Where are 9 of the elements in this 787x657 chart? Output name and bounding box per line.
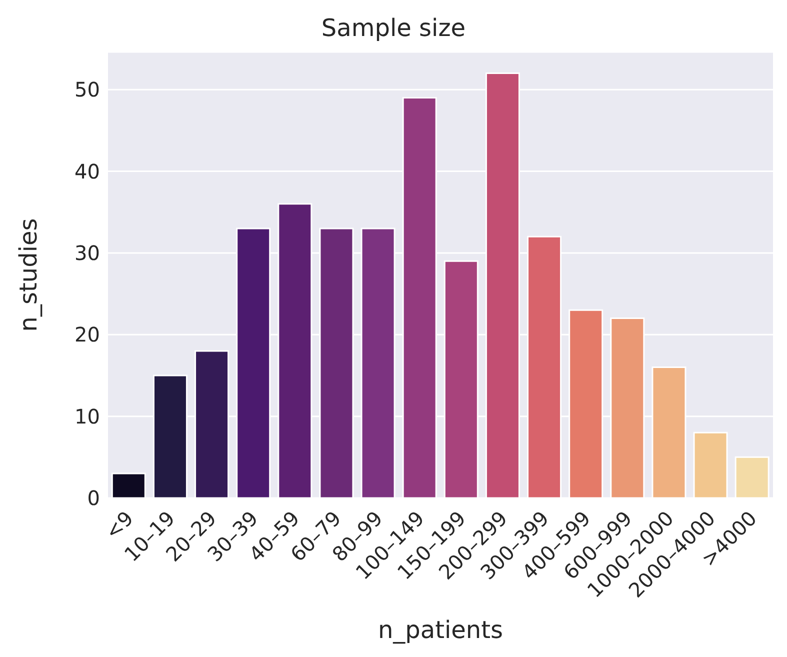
y-tick-label: 10 <box>74 404 100 428</box>
y-tick-label: 30 <box>74 241 100 266</box>
y-tick-label: 0 <box>87 486 100 510</box>
y-tick-label: 50 <box>74 78 100 102</box>
y-tick-label: 20 <box>74 322 100 347</box>
y-axis-title: n_studies <box>14 218 43 332</box>
x-axis-title: n_patients <box>378 616 504 644</box>
y-tick-label: 40 <box>74 159 100 184</box>
chart-title: Sample size <box>320 13 467 44</box>
